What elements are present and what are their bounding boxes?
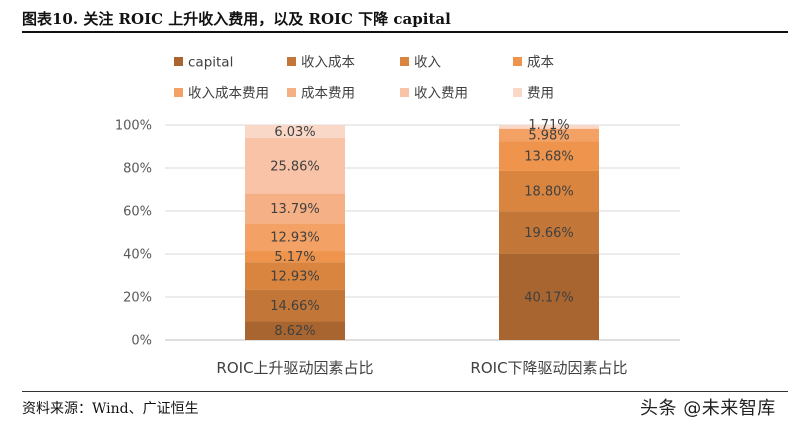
data-label: 13.79% bbox=[270, 202, 320, 217]
y-tick-label: 100% bbox=[115, 119, 152, 134]
legend-label: 收入 bbox=[414, 55, 441, 71]
legend-swatch bbox=[513, 88, 522, 97]
legend-swatch bbox=[400, 88, 409, 97]
legend-swatch bbox=[287, 88, 296, 97]
data-label: 40.17% bbox=[524, 290, 574, 305]
data-label: 12.93% bbox=[270, 231, 320, 246]
title-rule bbox=[22, 31, 788, 33]
data-label: 13.68% bbox=[524, 150, 574, 165]
bar-segment bbox=[245, 193, 345, 224]
footer-rule bbox=[22, 391, 788, 392]
data-label: 5.98% bbox=[528, 129, 569, 144]
data-label: 19.66% bbox=[524, 226, 574, 241]
watermark: 头条 @未来智库 bbox=[640, 398, 776, 419]
gridlines bbox=[165, 124, 680, 341]
legend-label: 收入费用 bbox=[414, 86, 468, 102]
x-axis: ROIC上升驱动因素占比 ROIC下降驱动因素占比 bbox=[216, 359, 627, 377]
bar-segment bbox=[499, 128, 599, 142]
legend-label: 收入成本 bbox=[301, 55, 355, 71]
y-tick-label: 0% bbox=[131, 334, 152, 349]
legend-swatch bbox=[174, 57, 183, 66]
legend-swatch bbox=[400, 57, 409, 66]
bar-segment bbox=[245, 137, 345, 194]
y-axis: 0% 20% 40% 60% 80% 100% bbox=[115, 119, 152, 349]
bar-segment bbox=[245, 289, 345, 322]
legend-label: 成本 bbox=[527, 55, 555, 71]
x-category-label: ROIC下降驱动因素占比 bbox=[470, 359, 627, 377]
data-label: 14.66% bbox=[270, 299, 320, 314]
legend-label: 收入成本费用 bbox=[188, 86, 269, 102]
data-label: 6.03% bbox=[274, 125, 315, 140]
y-tick-label: 60% bbox=[123, 205, 152, 220]
bar-segment bbox=[499, 125, 599, 129]
data-label: 25.86% bbox=[270, 159, 320, 174]
x-category-label: ROIC上升驱动因素占比 bbox=[216, 359, 373, 377]
legend-swatch bbox=[287, 57, 296, 66]
legend-label: 成本费用 bbox=[301, 86, 355, 102]
bar-segment bbox=[499, 141, 599, 171]
data-label: 18.80% bbox=[524, 185, 574, 200]
legend-label: 费用 bbox=[527, 86, 554, 102]
source-note: 资料来源：Wind、广证恒生 bbox=[22, 401, 199, 417]
bar-segment bbox=[245, 262, 345, 290]
bar-segment bbox=[499, 253, 599, 340]
bar-segment bbox=[499, 211, 599, 254]
data-label: 1.71% bbox=[528, 118, 569, 133]
bar-segment bbox=[245, 321, 345, 340]
bar-segment bbox=[499, 170, 599, 212]
bars: 8.62% 14.66% 12.93% 5.17% 12.93% 13.79% 25.86%… bbox=[245, 118, 599, 340]
y-tick-label: 20% bbox=[123, 291, 152, 306]
figure-title: 图表10. 关注 ROIC 上升收入费用，以及 ROIC 下降 capital bbox=[22, 10, 451, 28]
y-tick-label: 40% bbox=[123, 248, 152, 263]
data-label: 5.17% bbox=[274, 250, 315, 265]
legend-label: capital bbox=[188, 55, 233, 71]
bar-segment bbox=[245, 125, 345, 138]
data-label: 8.62% bbox=[274, 324, 315, 339]
bar-segment bbox=[245, 251, 345, 263]
legend-swatch bbox=[174, 88, 183, 97]
data-label: 12.93% bbox=[270, 270, 320, 285]
bar-segment bbox=[245, 223, 345, 252]
y-tick-label: 80% bbox=[123, 162, 152, 177]
legend-swatch bbox=[513, 57, 522, 66]
